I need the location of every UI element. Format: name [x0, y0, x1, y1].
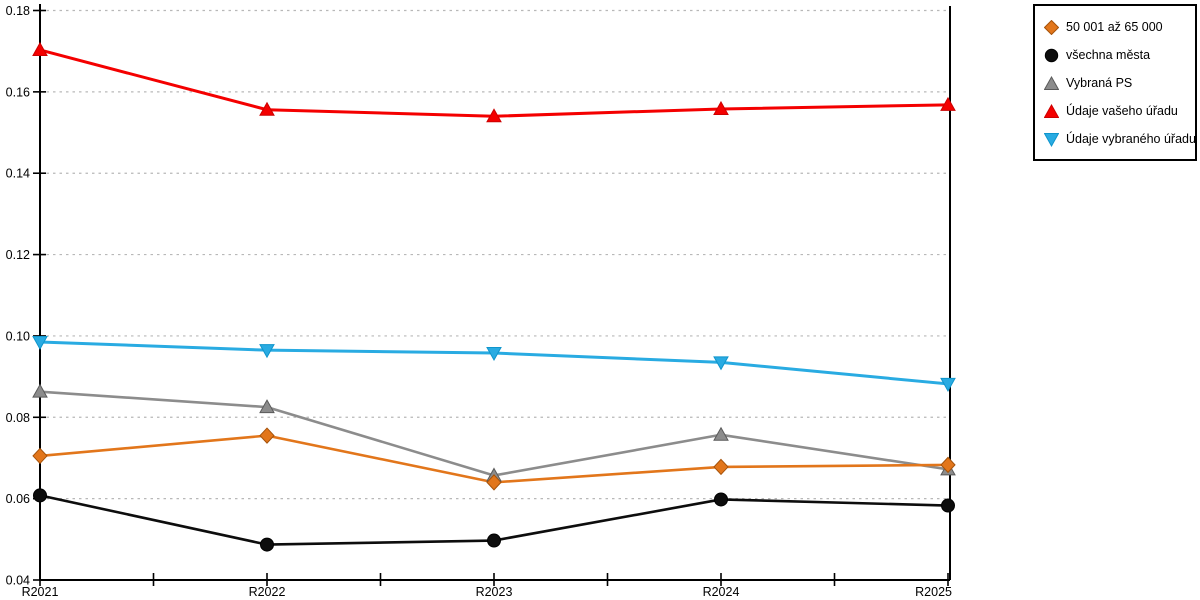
data-point-marker	[259, 427, 275, 444]
data-point-marker	[259, 399, 275, 414]
triangle-up-legend-marker-icon	[1044, 103, 1059, 118]
legend-item-4: Údaje vybraného úřadu	[1044, 125, 1196, 153]
data-point-marker	[486, 108, 502, 123]
y-tick-label: 0.12	[6, 248, 30, 262]
series-line	[39, 48, 949, 118]
triangle-up-legend-marker-icon	[1044, 75, 1059, 90]
legend-item-1: všechna města	[1044, 41, 1187, 69]
circle-shape	[1044, 48, 1059, 62]
line-chart: 0.04 0.06 0.08 0.10 0.12 0.14 0.16 0.18 R2021 R20…	[6, 4, 956, 599]
data-point-marker	[940, 456, 956, 474]
data-point-marker	[940, 96, 956, 111]
triangle-down-legend-marker-icon	[1044, 132, 1059, 147]
legend: 50 001 až 65 000 všechna města Vybraná PS Ú…	[1033, 4, 1197, 161]
legend-item-0: 50 001 až 65 000	[1044, 13, 1187, 41]
data-point-marker	[33, 488, 47, 503]
data-point-marker	[32, 336, 48, 351]
legend-label: Údaje vašeho úřadu	[1066, 104, 1178, 118]
y-tick-label: 0.04	[6, 574, 30, 588]
data-point-marker	[32, 383, 48, 398]
legend-label: všechna města	[1066, 48, 1151, 62]
series-line	[39, 390, 949, 477]
data-point-marker	[940, 377, 956, 392]
data-point-marker	[32, 447, 48, 465]
y-tick-label: 0.10	[6, 329, 30, 343]
data-point-marker	[941, 498, 955, 513]
legend-item-2: Vybraná PS	[1044, 69, 1187, 97]
data-point-marker	[259, 101, 275, 116]
diamond-shape	[1044, 19, 1059, 35]
data-point-marker	[259, 344, 275, 359]
x-tick-label: R2023	[476, 585, 513, 599]
legend-item-3: Údaje vašeho úřadu	[1044, 97, 1187, 125]
diamond-legend-marker-icon	[1044, 19, 1059, 35]
x-tick-label: R2025	[915, 585, 952, 599]
triangle-up-shape	[1044, 103, 1059, 118]
data-point-marker	[486, 347, 502, 362]
x-tick-label: R2022	[249, 585, 286, 599]
legend-label: 50 001 až 65 000	[1066, 20, 1163, 34]
y-tick-label: 0.08	[6, 411, 30, 425]
circle-legend-marker-icon	[1044, 48, 1059, 62]
data-point-marker	[713, 426, 729, 441]
data-point-marker	[713, 458, 729, 476]
legend-label: Vybraná PS	[1066, 76, 1133, 90]
y-tick-label: 0.06	[6, 492, 30, 506]
data-point-marker	[714, 492, 728, 507]
data-point-marker	[32, 41, 48, 56]
y-tick-label: 0.16	[6, 85, 30, 99]
data-point-marker	[713, 356, 729, 371]
triangle-down-shape	[1044, 132, 1059, 147]
x-tick-label: R2024	[703, 585, 740, 599]
y-tick-label: 0.18	[6, 4, 30, 18]
x-tick-label: R2021	[22, 585, 59, 599]
y-tick-label: 0.14	[6, 167, 30, 181]
data-point-marker	[486, 474, 502, 491]
triangle-up-shape	[1044, 75, 1059, 90]
data-point-marker	[260, 537, 274, 552]
data-point-marker	[713, 100, 729, 115]
data-point-marker	[487, 533, 501, 548]
legend-label: Údaje vybraného úřadu	[1066, 132, 1196, 146]
